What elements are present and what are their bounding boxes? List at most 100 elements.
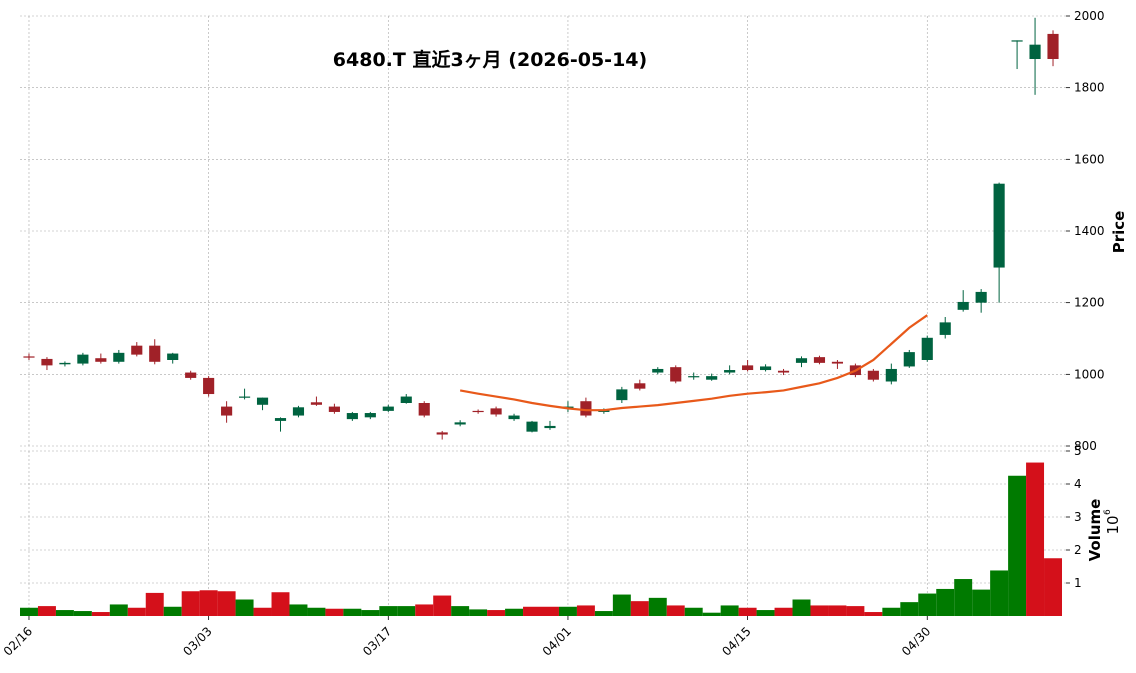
candle-body <box>131 345 143 355</box>
candle-body <box>149 345 161 362</box>
candle-body <box>77 354 89 364</box>
candle-body <box>616 389 628 401</box>
volume-bar <box>576 605 595 616</box>
candle-body <box>742 365 754 371</box>
volume-bar <box>792 599 811 616</box>
volume-bar <box>972 589 991 616</box>
candle-body <box>975 291 987 303</box>
candle-body <box>670 367 682 382</box>
price-tick-label: 1200 <box>1074 296 1105 310</box>
volume-bar <box>397 606 416 616</box>
candle-body <box>544 425 556 429</box>
volume-bar <box>612 594 631 616</box>
date-tick-label: 04/15 <box>719 624 753 658</box>
candle-body <box>436 432 448 435</box>
grid <box>20 15 1066 616</box>
volume-tick-label: 5 <box>1074 444 1082 458</box>
volume-panel <box>20 462 1062 616</box>
candle-body <box>903 352 915 367</box>
candle-body <box>167 353 179 360</box>
volume-bar <box>325 608 344 616</box>
volume-bar <box>684 607 703 616</box>
candle-body <box>185 372 197 378</box>
volume-axis-label: Volume <box>1086 499 1104 562</box>
volume-bar <box>109 604 128 616</box>
volume-bar <box>127 607 146 616</box>
volume-bar <box>936 588 955 616</box>
volume-bar <box>415 604 434 616</box>
volume-bar <box>882 607 901 616</box>
date-tick-label: 04/30 <box>899 624 933 658</box>
volume-bar <box>163 606 182 616</box>
volume-bar <box>846 606 865 616</box>
candle-body <box>490 408 502 415</box>
volume-bar <box>181 591 200 616</box>
price-tick-label: 1600 <box>1074 152 1105 166</box>
price-tick-label: 1000 <box>1074 367 1105 381</box>
candle-body <box>777 370 790 373</box>
volume-bar <box>702 612 721 616</box>
candle-body <box>706 376 718 380</box>
candle-body <box>526 421 538 432</box>
date-tick-label: 03/03 <box>180 624 214 658</box>
volume-bar <box>91 612 110 616</box>
volume-bar <box>648 597 667 616</box>
volume-tick-label: 2 <box>1074 543 1082 557</box>
candle-body <box>364 413 376 418</box>
volume-tick-label: 4 <box>1074 477 1082 491</box>
volume-bar <box>289 604 308 616</box>
candle-body <box>1029 44 1041 59</box>
candle-body <box>580 401 592 416</box>
volume-bar <box>55 610 74 616</box>
candle-body <box>795 358 808 363</box>
candle-body <box>688 376 700 378</box>
volume-bar <box>487 610 506 616</box>
volume-bar <box>469 609 488 616</box>
volume-bar <box>433 595 452 616</box>
date-tick-label: 02/16 <box>1 624 35 658</box>
volume-bar <box>864 612 883 616</box>
volume-bar <box>666 605 685 616</box>
candle-body <box>310 402 323 405</box>
volume-bar <box>523 606 541 616</box>
candle-body <box>113 352 125 362</box>
axes: 800 1000 1200 1400 1600 1800 2000 1 2 3 4 5 02/16 03/… <box>1 9 1105 659</box>
volume-bar <box>451 606 470 616</box>
volume-bar <box>1044 558 1062 616</box>
volume-bar <box>20 607 38 616</box>
volume-bar <box>199 590 218 616</box>
volume-bar <box>918 593 937 616</box>
candle-body <box>813 357 826 363</box>
volume-bar <box>505 608 524 616</box>
price-axis-label: Price <box>1110 211 1128 254</box>
volume-bar <box>774 607 793 616</box>
candle-body <box>957 301 969 310</box>
volume-bar <box>271 592 290 616</box>
price-tick-label: 800 <box>1074 439 1097 453</box>
candle-body <box>1047 33 1059 59</box>
candle-body <box>831 361 844 364</box>
candle-body <box>346 413 358 420</box>
candle-body <box>885 368 897 382</box>
candle-body <box>256 397 269 405</box>
candle-body <box>95 358 107 362</box>
volume-bar <box>37 606 56 616</box>
candle-body <box>472 410 484 413</box>
candle-body <box>993 183 1005 268</box>
price-tick-label: 2000 <box>1074 9 1105 23</box>
volume-bar <box>307 607 326 616</box>
candle-body <box>221 406 233 416</box>
candle-body <box>508 415 520 420</box>
candle-body <box>59 362 71 365</box>
volume-bar <box>217 591 236 616</box>
candle-body <box>454 422 466 425</box>
volume-bar <box>558 606 577 616</box>
volume-bar <box>738 607 757 616</box>
volume-bar <box>828 605 847 616</box>
volume-bar <box>810 605 829 616</box>
candle-body <box>759 366 772 371</box>
volume-bar <box>541 606 559 616</box>
volume-scale-exponent: 6 <box>1103 509 1113 515</box>
candle-body <box>1011 40 1023 42</box>
